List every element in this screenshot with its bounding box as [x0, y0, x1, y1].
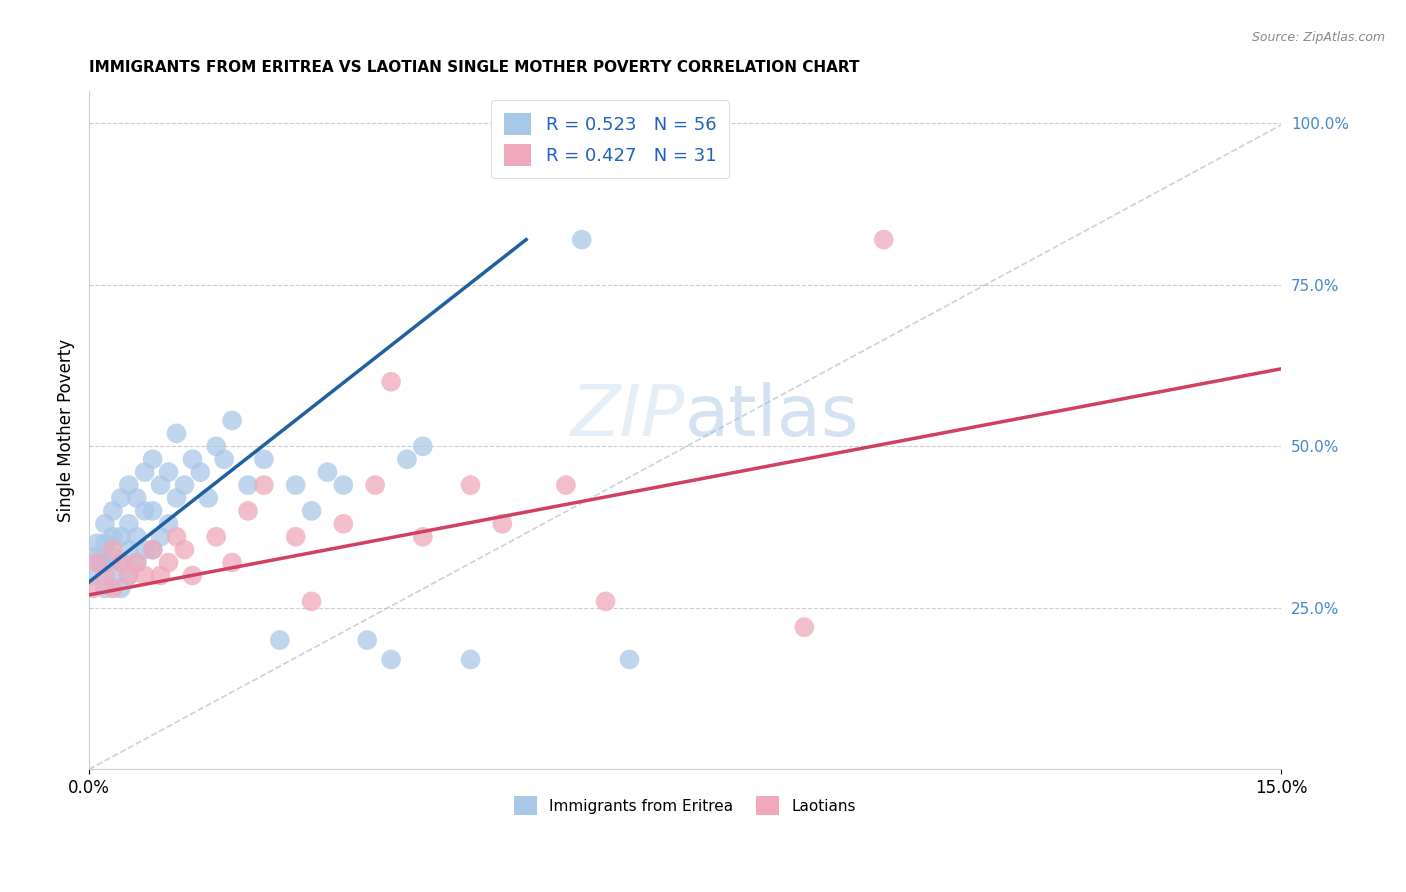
Point: [110, 582, 132, 596]
Point: [125, 530, 148, 544]
Y-axis label: Single Mother Poverty: Single Mother Poverty: [58, 339, 75, 522]
Point: [94, 516, 117, 531]
Point: [82, 582, 104, 596]
Point: [149, 478, 172, 492]
Point: [86, 549, 108, 563]
Point: [619, 652, 641, 666]
Point: [236, 478, 259, 492]
Point: [125, 556, 148, 570]
Point: [149, 568, 172, 582]
Point: [236, 504, 259, 518]
Text: ZIP: ZIP: [571, 382, 685, 451]
Point: [86, 556, 108, 570]
Point: [380, 652, 402, 666]
Point: [110, 530, 132, 544]
Point: [173, 478, 195, 492]
Point: [460, 652, 482, 666]
Point: [571, 233, 593, 247]
Point: [181, 568, 204, 582]
Point: [181, 452, 204, 467]
Point: [873, 233, 896, 247]
Point: [253, 452, 276, 467]
Point: [205, 530, 228, 544]
Point: [157, 465, 180, 479]
Point: [142, 542, 165, 557]
Point: [134, 568, 156, 582]
Point: [149, 530, 172, 544]
Point: [595, 594, 617, 608]
Point: [188, 465, 211, 479]
Point: [301, 594, 323, 608]
Point: [284, 478, 307, 492]
Point: [332, 516, 354, 531]
Point: [101, 530, 124, 544]
Point: [118, 542, 141, 557]
Point: [316, 465, 339, 479]
Point: [491, 516, 513, 531]
Point: [118, 516, 141, 531]
Point: [118, 478, 141, 492]
Point: [110, 491, 132, 505]
Point: [412, 439, 434, 453]
Point: [118, 568, 141, 582]
Text: atlas: atlas: [685, 382, 859, 451]
Point: [110, 556, 132, 570]
Point: [94, 556, 117, 570]
Point: [118, 568, 141, 582]
Point: [134, 504, 156, 518]
Point: [134, 542, 156, 557]
Point: [197, 491, 219, 505]
Point: [82, 568, 104, 582]
Point: [412, 530, 434, 544]
Point: [166, 491, 188, 505]
Point: [90, 556, 112, 570]
Point: [142, 542, 165, 557]
Point: [364, 478, 387, 492]
Point: [205, 439, 228, 453]
Point: [253, 478, 276, 492]
Point: [166, 426, 188, 441]
Point: [101, 504, 124, 518]
Point: [142, 504, 165, 518]
Point: [157, 556, 180, 570]
Point: [110, 556, 132, 570]
Point: [125, 556, 148, 570]
Point: [94, 568, 117, 582]
Point: [142, 452, 165, 467]
Point: [395, 452, 418, 467]
Point: [554, 478, 576, 492]
Point: [301, 504, 323, 518]
Point: [86, 536, 108, 550]
Point: [101, 582, 124, 596]
Point: [101, 568, 124, 582]
Point: [332, 478, 354, 492]
Point: [460, 478, 482, 492]
Point: [94, 536, 117, 550]
Point: [173, 542, 195, 557]
Point: [101, 542, 124, 557]
Point: [221, 413, 243, 427]
Point: [157, 516, 180, 531]
Point: [221, 556, 243, 570]
Point: [212, 452, 235, 467]
Point: [793, 620, 815, 634]
Point: [380, 375, 402, 389]
Point: [94, 582, 117, 596]
Point: [356, 633, 378, 648]
Text: IMMIGRANTS FROM ERITREA VS LAOTIAN SINGLE MOTHER POVERTY CORRELATION CHART: IMMIGRANTS FROM ERITREA VS LAOTIAN SINGL…: [89, 60, 859, 75]
Point: [101, 549, 124, 563]
Point: [166, 530, 188, 544]
Point: [125, 491, 148, 505]
Point: [134, 465, 156, 479]
Text: Source: ZipAtlas.com: Source: ZipAtlas.com: [1251, 31, 1385, 45]
Legend: Immigrants from Eritrea, Laotians: Immigrants from Eritrea, Laotians: [506, 789, 863, 822]
Point: [284, 530, 307, 544]
Point: [269, 633, 291, 648]
